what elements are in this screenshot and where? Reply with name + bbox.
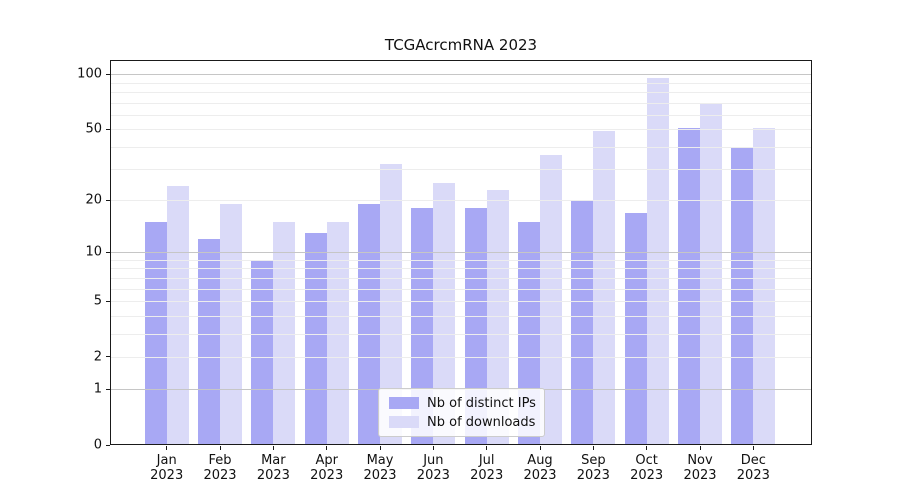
bar-distinct-ips bbox=[731, 146, 754, 445]
x-tick-label: Jul 2023 bbox=[470, 453, 504, 483]
legend-swatch-distinct-ips-icon bbox=[389, 397, 419, 409]
legend-item-downloads: Nb of downloads bbox=[379, 415, 544, 430]
chart-title: TCGAcrcmRNA 2023 bbox=[384, 36, 538, 54]
x-tick-mark bbox=[219, 446, 221, 450]
x-tick-label: May 2023 bbox=[363, 453, 397, 483]
y-tick-mark bbox=[106, 444, 110, 446]
gridline bbox=[110, 260, 812, 261]
y-tick-label: 20 bbox=[85, 192, 102, 208]
bar-downloads bbox=[540, 154, 562, 445]
y-tick-label: 5 bbox=[93, 293, 102, 309]
y-tick-label: 10 bbox=[85, 244, 102, 260]
legend-item-distinct-ips: Nb of distinct IPs bbox=[379, 396, 544, 411]
gridline bbox=[110, 277, 812, 279]
x-tick-mark bbox=[752, 446, 755, 450]
bar-downloads bbox=[753, 127, 776, 445]
x-tick-label: Dec 2023 bbox=[736, 453, 770, 483]
gridline bbox=[110, 288, 812, 290]
bar-distinct-ips bbox=[678, 127, 700, 445]
bar-distinct-ips bbox=[358, 204, 381, 445]
bar-downloads bbox=[220, 204, 243, 445]
y-tick-label: 100 bbox=[77, 66, 102, 82]
gridline bbox=[110, 252, 812, 254]
y-tick-mark bbox=[106, 300, 110, 302]
x-tick-mark bbox=[486, 446, 488, 450]
gridline bbox=[110, 169, 812, 171]
gridline bbox=[110, 315, 812, 317]
legend: Nb of distinct IPs Nb of downloads bbox=[378, 388, 545, 437]
x-tick-mark bbox=[646, 446, 648, 450]
gridline bbox=[110, 129, 812, 131]
bar-distinct-ips bbox=[571, 200, 594, 445]
x-tick-mark bbox=[539, 446, 541, 450]
x-tick-mark bbox=[432, 446, 435, 450]
x-tick-label: Oct 2023 bbox=[630, 453, 664, 483]
x-tick-label: Apr 2023 bbox=[310, 453, 344, 483]
gridline bbox=[110, 82, 812, 84]
bar-downloads bbox=[593, 130, 616, 445]
x-tick-label: Mar 2023 bbox=[256, 453, 290, 483]
bar-downloads bbox=[380, 164, 403, 445]
gridline bbox=[110, 102, 812, 104]
bar-distinct-ips bbox=[624, 212, 647, 445]
x-tick-label: Aug 2023 bbox=[523, 453, 557, 483]
x-tick-mark bbox=[272, 446, 275, 450]
y-tick-mark bbox=[106, 251, 110, 254]
bar-downloads bbox=[433, 183, 456, 445]
y-tick-label: 1 bbox=[93, 381, 102, 397]
bar-distinct-ips bbox=[464, 208, 487, 445]
bar-distinct-ips bbox=[304, 232, 327, 445]
gridline bbox=[110, 200, 812, 202]
y-tick-mark bbox=[106, 388, 110, 390]
x-tick-mark bbox=[379, 446, 381, 450]
x-tick-label: Sep 2023 bbox=[576, 453, 610, 483]
legend-label-distinct-ips: Nb of distinct IPs bbox=[427, 395, 536, 411]
legend-label-downloads: Nb of downloads bbox=[427, 414, 536, 430]
y-tick-label: 50 bbox=[85, 121, 102, 137]
x-tick-label: Jun 2023 bbox=[416, 453, 450, 483]
x-tick-mark bbox=[326, 446, 328, 450]
gridline bbox=[110, 356, 812, 358]
gridline bbox=[110, 333, 812, 335]
x-tick-mark bbox=[166, 446, 168, 450]
y-tick-mark bbox=[106, 199, 110, 202]
legend-swatch-downloads-icon bbox=[389, 416, 419, 428]
x-tick-mark bbox=[592, 446, 595, 450]
gridline bbox=[110, 74, 812, 76]
x-tick-label: Jan 2023 bbox=[150, 453, 184, 483]
gridline bbox=[110, 146, 812, 148]
y-tick-label: 2 bbox=[93, 349, 102, 365]
y-tick-label: 0 bbox=[93, 437, 102, 453]
plot-area: Nb of distinct IPs Nb of downloads bbox=[110, 60, 812, 445]
gridline bbox=[110, 114, 812, 116]
x-tick-mark bbox=[699, 446, 701, 450]
y-tick-mark bbox=[106, 73, 110, 75]
y-tick-mark bbox=[106, 128, 110, 130]
bar-distinct-ips bbox=[411, 208, 434, 445]
y-tick-mark bbox=[106, 356, 110, 358]
bar-distinct-ips bbox=[251, 260, 274, 445]
gridline bbox=[110, 268, 812, 270]
x-tick-label: Feb 2023 bbox=[203, 453, 237, 483]
x-tick-label: Nov 2023 bbox=[683, 453, 717, 483]
bar-downloads bbox=[700, 103, 722, 445]
bar-downloads bbox=[486, 189, 509, 445]
bar-distinct-ips bbox=[198, 238, 221, 445]
gridline bbox=[110, 91, 812, 93]
gridline bbox=[110, 301, 812, 303]
